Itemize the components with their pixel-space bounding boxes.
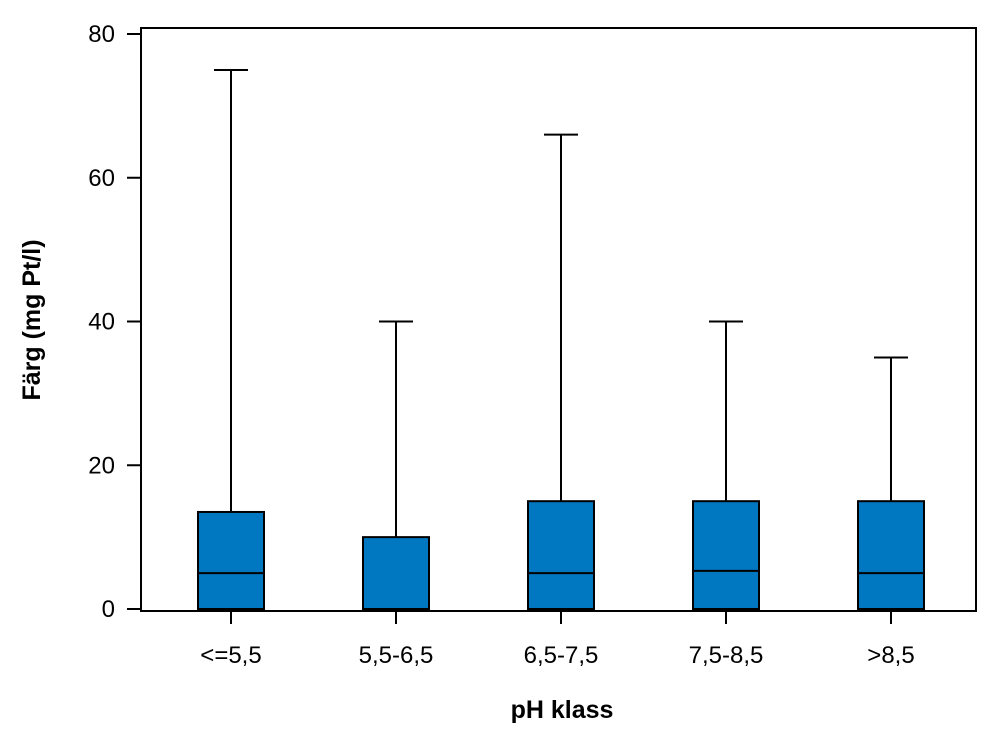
x-tick-label: 5,5-6,5 (359, 642, 434, 669)
box-2 (362, 320, 430, 610)
x-tick-label: <=5,5 (200, 642, 261, 669)
y-axis: 0 20 40 60 80 (88, 21, 141, 623)
x-tick-label: 7,5-8,5 (689, 642, 764, 669)
y-tick-label: 0 (102, 596, 115, 623)
x-axis: <=5,5 5,5-6,5 6,5-7,5 7,5-8,5 >8,5 (200, 611, 915, 669)
y-axis-title: Färg (mg Pt/l) (18, 239, 46, 400)
box-4 (692, 320, 760, 610)
box (197, 510, 265, 610)
x-axis-title: pH klass (511, 696, 614, 724)
boxes (197, 68, 925, 610)
x-tick-label: >8,5 (867, 642, 914, 669)
plot-frame (140, 27, 977, 612)
x-tick-label: 6,5-7,5 (524, 642, 599, 669)
box (857, 500, 925, 610)
box-3 (527, 133, 595, 610)
box (692, 500, 760, 610)
y-tick-label: 60 (88, 165, 115, 192)
box-5 (857, 356, 925, 610)
box-1 (197, 68, 265, 610)
box (362, 536, 430, 610)
box (527, 500, 595, 610)
y-tick-label: 80 (88, 21, 115, 48)
y-tick-label: 20 (88, 452, 115, 479)
y-tick-label: 40 (88, 309, 115, 336)
